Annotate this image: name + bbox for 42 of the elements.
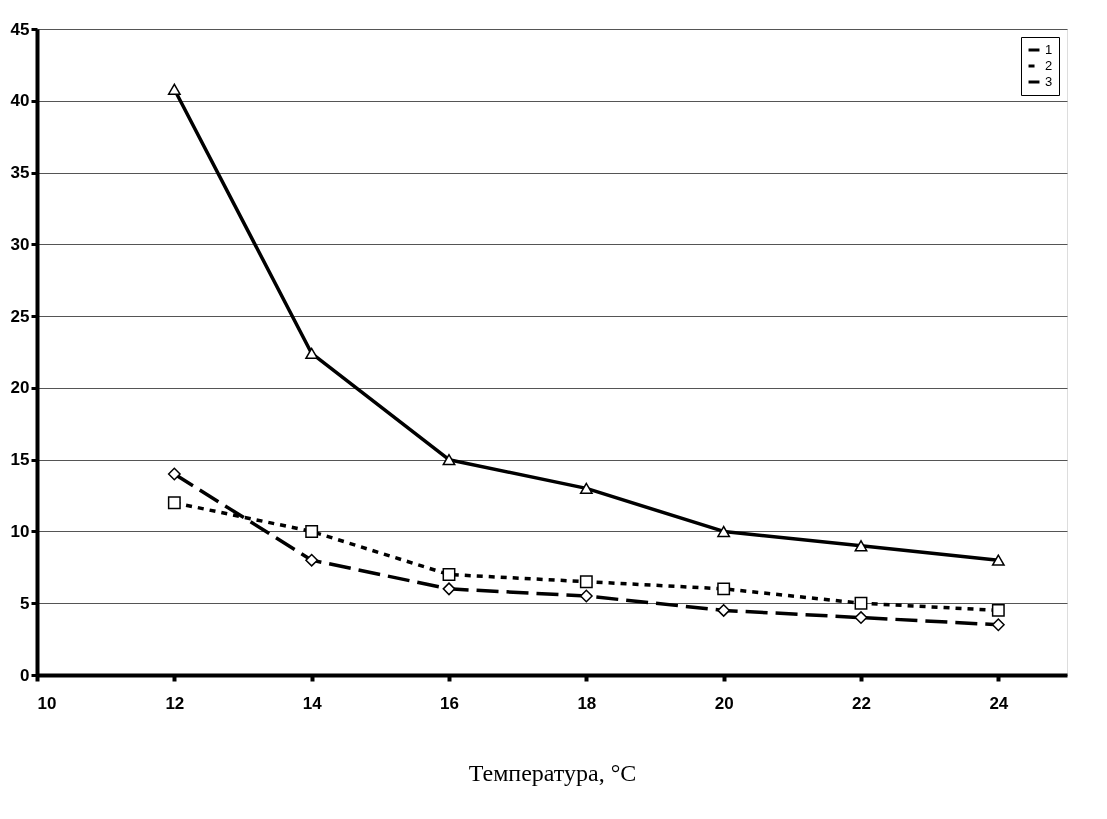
y-tick-label: 30 (10, 234, 30, 254)
point (854, 540, 868, 552)
y-tick-label: 45 (10, 19, 30, 39)
point (305, 524, 319, 538)
x-tick-label: 22 (852, 693, 871, 713)
x-tick-label: 12 (165, 693, 185, 713)
y-tick-label: 25 (10, 306, 30, 326)
y-tick-label: 15 (10, 450, 30, 470)
point (854, 596, 868, 610)
x-tick-label: 18 (577, 693, 597, 713)
y-tick-label: 20 (10, 378, 30, 398)
point (442, 582, 456, 596)
point (442, 568, 456, 581)
y-tick-label: 5 (20, 593, 30, 613)
point (991, 618, 1005, 632)
point (991, 603, 1005, 617)
y-tick-label: 10 (10, 521, 30, 541)
point (717, 603, 731, 617)
point (991, 554, 1005, 566)
point (305, 553, 319, 567)
x-tick-label: 24 (989, 693, 1009, 713)
x-tick-label: 14 (302, 693, 323, 713)
point (167, 83, 181, 95)
y-tick-label: 0 (20, 665, 30, 685)
point (167, 496, 181, 510)
point (167, 467, 181, 481)
x-tick-label: 20 (714, 693, 734, 713)
y-tick-label: 35 (10, 163, 30, 183)
point (442, 453, 456, 466)
x-tick-label: 10 (37, 693, 57, 713)
point (579, 589, 593, 603)
x-axis-title: Температура, °C (468, 759, 637, 786)
point (579, 575, 593, 589)
point (305, 347, 319, 360)
point (579, 482, 593, 495)
legend-label: 2 (1045, 58, 1053, 73)
point (717, 582, 731, 596)
y-tick-label: 40 (10, 91, 30, 111)
point (717, 525, 731, 538)
x-tick-label: 16 (440, 693, 459, 713)
legend-label: 3 (1045, 74, 1053, 89)
legend-label: 1 (1045, 42, 1053, 57)
